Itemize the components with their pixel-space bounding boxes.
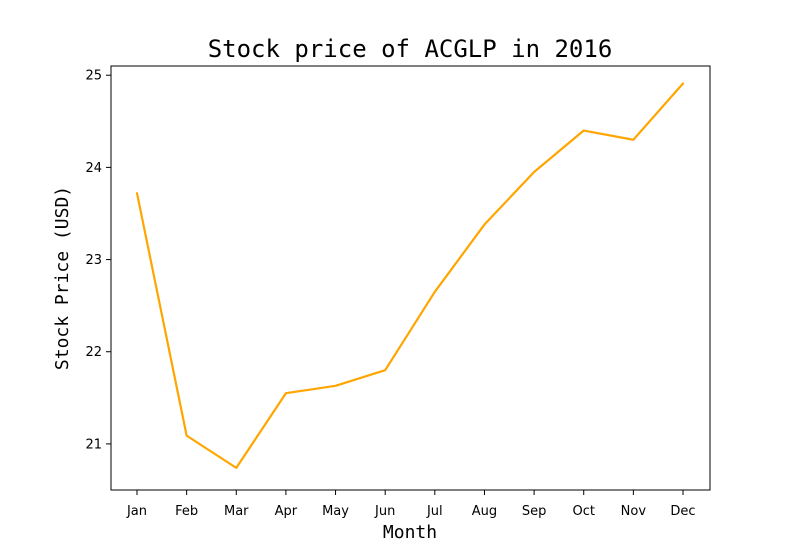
chart-title: Stock price of ACGLP in 2016 bbox=[208, 35, 613, 63]
x-tick-label: Feb bbox=[175, 504, 198, 519]
x-tick-label: Mar bbox=[224, 504, 249, 519]
plot-area: 21 22 23 24 25 Jan Feb Mar Apr May Jun Jul Aug Sep Oc… bbox=[85, 65, 711, 519]
y-tick-label: 22 bbox=[85, 345, 102, 360]
x-tick-label: Jan bbox=[126, 504, 147, 519]
series-line bbox=[135, 82, 685, 469]
y-tick-label: 25 bbox=[85, 69, 102, 84]
x-tick-label: Nov bbox=[621, 504, 647, 519]
x-tick-label: Aug bbox=[472, 504, 497, 519]
x-tick-label: Dec bbox=[670, 504, 695, 519]
y-tick-label: 21 bbox=[85, 437, 102, 452]
x-tick-label: Apr bbox=[275, 504, 298, 519]
y-tick-label: 24 bbox=[85, 161, 102, 176]
x-axis: Jan Feb Mar Apr May Jun Jul Aug Sep Oct Nov Dec bbox=[126, 490, 696, 519]
plot-frame bbox=[110, 65, 711, 491]
x-axis-label: Month bbox=[383, 522, 437, 543]
y-tick-label: 23 bbox=[85, 253, 102, 268]
x-tick-label: May bbox=[322, 504, 349, 519]
x-tick-label: Sep bbox=[522, 504, 547, 519]
y-axis: 21 22 23 24 25 bbox=[85, 69, 111, 452]
y-axis-label: Stock Price (USD) bbox=[52, 186, 73, 370]
x-tick-label: Oct bbox=[572, 504, 594, 519]
x-tick-label: Jun bbox=[374, 504, 395, 519]
x-tick-label: Jul bbox=[426, 504, 443, 519]
